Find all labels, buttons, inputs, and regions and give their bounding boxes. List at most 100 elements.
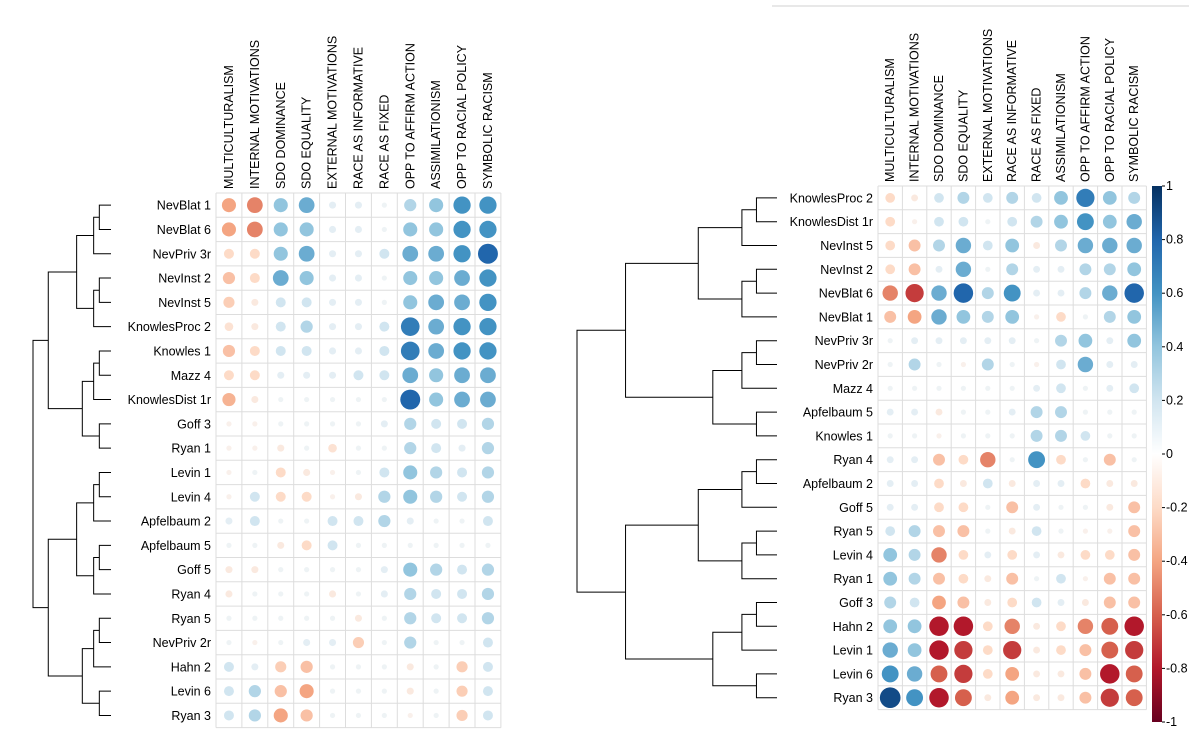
- correlation-circle: [328, 443, 337, 453]
- correlation-circle: [431, 443, 442, 454]
- correlation-circle: [1079, 691, 1092, 704]
- correlation-circle: [379, 321, 390, 332]
- correlation-circle: [481, 612, 495, 625]
- correlation-circle: [381, 639, 387, 646]
- correlation-circle: [954, 689, 972, 707]
- correlation-circle: [1129, 383, 1140, 394]
- correlation-circle: [329, 615, 336, 621]
- dendrogram-branch: [98, 544, 111, 571]
- correlation-circle: [480, 391, 496, 408]
- correlation-circle: [454, 391, 470, 408]
- correlation-circle: [329, 421, 336, 427]
- correlation-circle: [1101, 641, 1119, 659]
- row-label: NevBlat 6: [157, 223, 211, 237]
- correlation-circle: [1055, 406, 1067, 419]
- correlation-circle: [1128, 572, 1141, 585]
- correlation-circle: [885, 240, 896, 251]
- correlation-circle: [1057, 670, 1065, 678]
- correlation-circle: [934, 193, 944, 203]
- correlation-circle: [954, 640, 973, 660]
- correlation-circle: [954, 664, 973, 684]
- correlation-circle: [403, 271, 418, 286]
- correlation-circle: [1082, 528, 1088, 534]
- row-label: KnowlesProc 2: [790, 191, 873, 205]
- correlation-circle: [453, 342, 471, 360]
- dendrogram-branch: [741, 352, 777, 389]
- correlation-circle: [1033, 384, 1041, 392]
- correlation-circle: [933, 239, 945, 252]
- correlation-circle: [485, 542, 491, 548]
- column-label: SDO EQUALITY: [300, 96, 314, 189]
- correlation-circle: [273, 708, 288, 723]
- correlation-circle: [329, 274, 337, 282]
- dendrogram-branch: [93, 484, 111, 522]
- correlation-circle: [1031, 193, 1042, 203]
- correlation-circle: [429, 198, 444, 213]
- correlation-circle: [879, 687, 901, 709]
- correlation-circle: [457, 613, 468, 624]
- correlation-circle: [225, 590, 233, 598]
- correlation-circle: [226, 615, 232, 621]
- dendrogram-branch: [81, 380, 100, 437]
- column-label: ASSIMILATIONISM: [1054, 73, 1068, 182]
- correlation-circle: [1057, 289, 1065, 297]
- correlation-circle: [226, 494, 232, 500]
- correlation-circle: [957, 525, 970, 538]
- correlation-circle: [885, 193, 896, 203]
- correlation-circle: [400, 389, 421, 410]
- column-label: MULTICULTURALISM: [222, 65, 236, 189]
- correlation-circle: [1103, 453, 1116, 466]
- correlation-circle: [481, 587, 495, 601]
- correlation-circle: [249, 516, 260, 527]
- row-label: NevPriv 3r: [815, 334, 873, 348]
- correlation-circle: [933, 525, 945, 538]
- correlation-circle: [329, 712, 336, 719]
- correlation-circle: [355, 688, 362, 694]
- correlation-circle: [1127, 310, 1142, 324]
- correlation-circle: [329, 396, 336, 403]
- correlation-circle: [1009, 433, 1015, 439]
- correlation-circle: [275, 345, 286, 356]
- correlation-circle: [404, 636, 417, 649]
- correlation-circle: [304, 445, 310, 451]
- correlation-circle: [935, 265, 943, 273]
- correlation-circle: [1057, 599, 1065, 606]
- correlation-circle: [955, 261, 972, 278]
- correlation-circle: [456, 685, 468, 697]
- row-label: Apfelbaum 5: [141, 539, 211, 553]
- colorbar-tick-label: 0.6: [1166, 286, 1183, 300]
- correlation-circle: [252, 639, 258, 646]
- correlation-circle: [1082, 576, 1088, 582]
- correlation-circle: [454, 367, 470, 384]
- correlation-circle: [1033, 551, 1041, 559]
- correlation-circle: [453, 196, 471, 214]
- dendrogram-branch: [98, 423, 111, 449]
- correlation-circle: [251, 663, 259, 671]
- column-label: OPP TO RACIAL POLICY: [1103, 37, 1117, 182]
- correlation-circle: [457, 418, 468, 429]
- dendrogram-branch: [93, 557, 111, 595]
- correlation-circle: [379, 345, 390, 356]
- row-label: Goff 5: [839, 501, 873, 515]
- row-label: Ryan 3: [171, 709, 211, 723]
- colorbar-tick-label: 0.4: [1166, 340, 1183, 354]
- correlation-circle: [1103, 572, 1116, 585]
- correlation-circle: [404, 442, 417, 455]
- correlation-circle: [1031, 597, 1042, 608]
- correlation-circle: [885, 216, 896, 227]
- correlation-circle: [953, 616, 974, 637]
- correlation-circle: [1127, 333, 1142, 348]
- column-label: MULTICULTURALISM: [883, 58, 897, 182]
- colorbar-tick-label: 0.8: [1166, 233, 1183, 247]
- correlation-circle: [882, 642, 898, 658]
- correlation-circle: [481, 563, 495, 576]
- correlation-circle: [911, 337, 919, 345]
- correlation-circle: [301, 345, 312, 356]
- correlation-circle: [953, 283, 974, 303]
- dendrogram-branch: [741, 471, 777, 508]
- correlation-circle: [1131, 457, 1137, 463]
- correlation-circle: [1106, 384, 1114, 392]
- correlation-circle: [298, 197, 315, 214]
- correlation-circle: [1007, 597, 1018, 608]
- correlation-circle: [960, 361, 967, 368]
